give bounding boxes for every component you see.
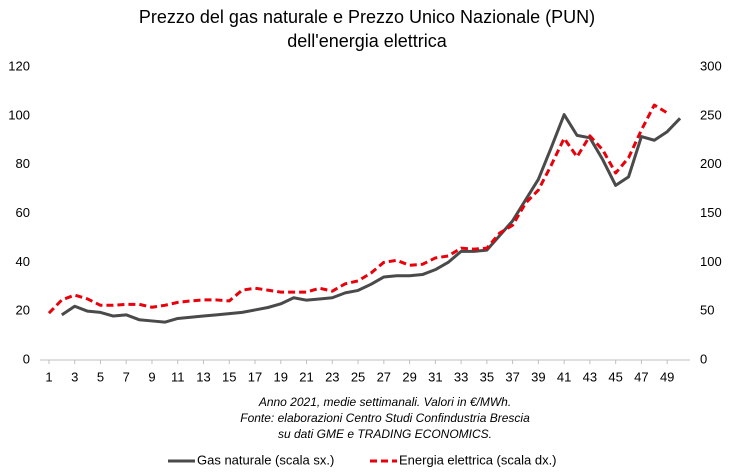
x-tick-label: 45 (608, 369, 622, 384)
chart-title: dell'energia elettrica (287, 31, 448, 51)
x-tick-label: 19 (274, 369, 288, 384)
x-tick-label: 41 (557, 369, 571, 384)
x-tick-label: 17 (248, 369, 262, 384)
y2-tick-label: 100 (700, 254, 722, 269)
legend-label: Energia elettrica (scala dx.) (399, 452, 557, 467)
x-tick-label: 25 (351, 369, 365, 384)
x-tick-label: 15 (222, 369, 236, 384)
y2-tick-label: 200 (700, 156, 722, 171)
x-tick-label: 13 (196, 369, 210, 384)
note: su dati GME e TRADING ECONOMICS. (278, 427, 492, 441)
x-tick-label: 27 (377, 369, 391, 384)
note: Anno 2021, medie settimanali. Valori in … (258, 395, 511, 409)
y2-tick-label: 50 (700, 303, 714, 318)
y2-tick-label: 150 (700, 205, 722, 220)
series-line (47, 103, 668, 315)
y-tick-label: 40 (16, 254, 30, 269)
x-tick-label: 43 (583, 369, 597, 384)
x-tick-label: 23 (325, 369, 339, 384)
x-tick-label: 21 (299, 369, 313, 384)
x-tick-label: 1 (45, 369, 52, 384)
series-line (60, 113, 682, 324)
y-tick-label: 0 (23, 351, 30, 366)
x-tick-label: 35 (480, 369, 494, 384)
x-tick-label: 29 (402, 369, 416, 384)
y-tick-label: 80 (16, 156, 30, 171)
x-tick-label: 31 (428, 369, 442, 384)
y-tick-label: 100 (8, 107, 30, 122)
x-tick-label: 33 (454, 369, 468, 384)
y2-tick-label: 0 (700, 351, 707, 366)
x-tick-label: 49 (660, 369, 674, 384)
x-tick-label: 47 (634, 369, 648, 384)
x-tick-label: 11 (171, 369, 185, 384)
y2-tick-label: 250 (700, 107, 722, 122)
y2-tick-label: 300 (700, 58, 722, 73)
note: Fonte: elaborazioni Centro Studi Confind… (240, 411, 530, 425)
y-tick-label: 120 (8, 58, 30, 73)
chart-title: Prezzo del gas naturale e Prezzo Unico N… (139, 7, 595, 27)
x-tick-label: 9 (148, 369, 155, 384)
x-tick-label: 7 (123, 369, 130, 384)
x-tick-label: 37 (505, 369, 519, 384)
x-tick-label: 39 (531, 369, 545, 384)
legend-label: Gas naturale (scala sx.) (197, 452, 334, 467)
x-tick-label: 3 (71, 369, 78, 384)
x-tick-label: 5 (97, 369, 104, 384)
y-tick-label: 20 (16, 303, 30, 318)
y-tick-label: 60 (16, 205, 30, 220)
